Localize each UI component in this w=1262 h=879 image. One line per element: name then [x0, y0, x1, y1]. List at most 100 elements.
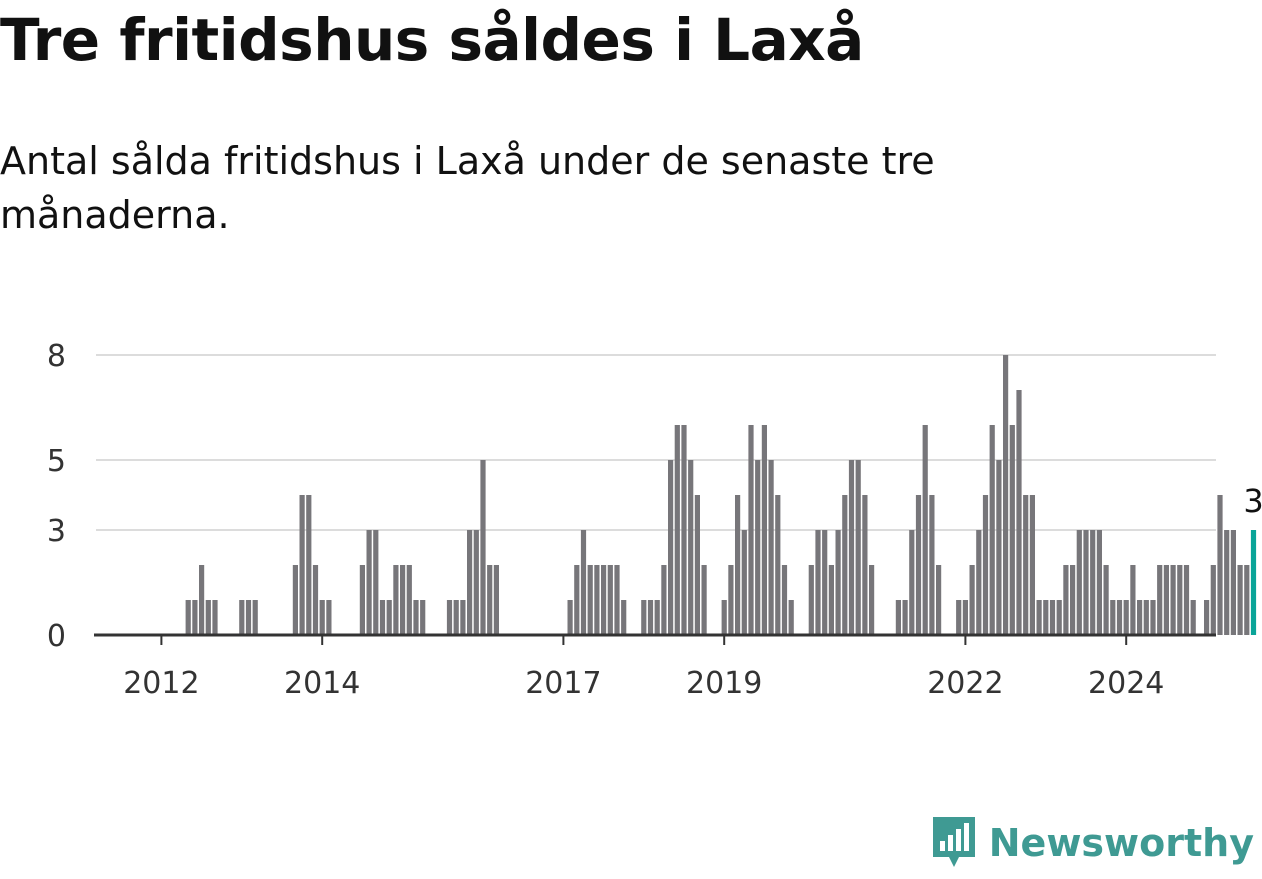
- bar: [855, 460, 861, 635]
- bar: [1123, 600, 1129, 635]
- bar: [212, 600, 218, 635]
- bar: [614, 565, 620, 635]
- bar-highlight: [1250, 530, 1257, 635]
- bar: [493, 565, 499, 635]
- bar: [1137, 600, 1143, 635]
- bar: [480, 460, 486, 635]
- bar: [788, 600, 794, 635]
- bar: [413, 600, 419, 635]
- bar: [842, 495, 848, 635]
- bar: [822, 530, 828, 635]
- bar-chart: 0 3 5 8 3 2012 2014 2017 2019 2022 2024: [47, 339, 1262, 701]
- bar: [1056, 600, 1062, 635]
- bar: [869, 565, 875, 635]
- bar: [319, 600, 325, 635]
- bar: [982, 495, 989, 635]
- bar: [607, 565, 613, 635]
- bar: [741, 530, 747, 635]
- bar: [1150, 600, 1156, 635]
- bar: [641, 600, 647, 635]
- bar: [1090, 530, 1096, 635]
- x-tick-label-2012: 2012: [123, 666, 199, 701]
- bar: [205, 600, 211, 635]
- bar: [252, 600, 258, 635]
- bar: [1063, 565, 1069, 635]
- bar: [1016, 390, 1022, 635]
- gridlines: [96, 354, 1216, 531]
- bar: [192, 600, 198, 635]
- bar: [775, 495, 781, 635]
- bar: [815, 530, 821, 635]
- bar: [1009, 425, 1015, 635]
- bar: [996, 460, 1002, 635]
- bar: [487, 565, 493, 635]
- bar: [420, 600, 426, 635]
- bar: [1103, 565, 1109, 635]
- bar: [668, 460, 674, 635]
- bar: [768, 460, 774, 635]
- bar: [393, 565, 399, 635]
- bar: [1029, 495, 1035, 635]
- bar: [453, 600, 459, 635]
- bar: [580, 530, 587, 635]
- y-tick-label-0: 0: [47, 619, 66, 654]
- x-tick-label-2014: 2014: [284, 666, 360, 701]
- bar: [1224, 530, 1230, 635]
- bars: [185, 355, 1257, 635]
- x-tick-label-2017: 2017: [525, 666, 601, 701]
- bar: [292, 565, 298, 635]
- y-tick-label-8: 8: [47, 339, 66, 374]
- bar: [748, 425, 754, 635]
- bar: [386, 600, 392, 635]
- bar: [621, 600, 627, 635]
- bar: [239, 600, 245, 635]
- highlight-value-label: 3: [1243, 482, 1262, 520]
- bar: [701, 565, 707, 635]
- bar: [929, 495, 935, 635]
- bar: [674, 425, 680, 635]
- y-tick-label-5: 5: [47, 444, 66, 479]
- newsworthy-logo: Newsworthy: [929, 813, 1254, 873]
- bar: [312, 565, 319, 635]
- bar: [1230, 530, 1236, 635]
- chart-subtitle: Antal sålda fritidshus i Laxå under de s…: [0, 139, 935, 237]
- bar: [299, 495, 305, 635]
- bar: [989, 425, 995, 635]
- bar: [936, 565, 942, 635]
- bar: [1157, 565, 1163, 635]
- bar: [647, 600, 654, 635]
- newsworthy-logo-text: Newsworthy: [988, 821, 1254, 865]
- bar: [976, 530, 982, 635]
- bar: [654, 600, 660, 635]
- bar: [828, 565, 834, 635]
- bar: [721, 600, 727, 635]
- bar: [245, 600, 252, 635]
- bar: [895, 600, 901, 635]
- bar: [1049, 600, 1056, 635]
- bar: [1110, 600, 1116, 635]
- bar: [366, 530, 372, 635]
- bar: [915, 495, 922, 635]
- bar: [761, 425, 767, 635]
- bar: [587, 565, 593, 635]
- bar: [1183, 565, 1190, 635]
- bar: [735, 495, 741, 635]
- bar: [1204, 600, 1210, 635]
- bar: [1237, 565, 1243, 635]
- bar: [694, 495, 700, 635]
- bar: [379, 600, 386, 635]
- bar: [446, 600, 453, 635]
- bar: [962, 600, 968, 635]
- bar: [1076, 530, 1082, 635]
- bar: [781, 565, 788, 635]
- newsworthy-logo-icon: [929, 813, 979, 873]
- bar: [373, 530, 379, 635]
- bar: [956, 600, 962, 635]
- x-tick-label-2019: 2019: [686, 666, 762, 701]
- bar: [185, 600, 191, 635]
- bar: [848, 460, 855, 635]
- bar: [1143, 600, 1149, 635]
- x-tick-label-2022: 2022: [927, 666, 1003, 701]
- bar: [661, 565, 667, 635]
- bar: [1217, 495, 1223, 635]
